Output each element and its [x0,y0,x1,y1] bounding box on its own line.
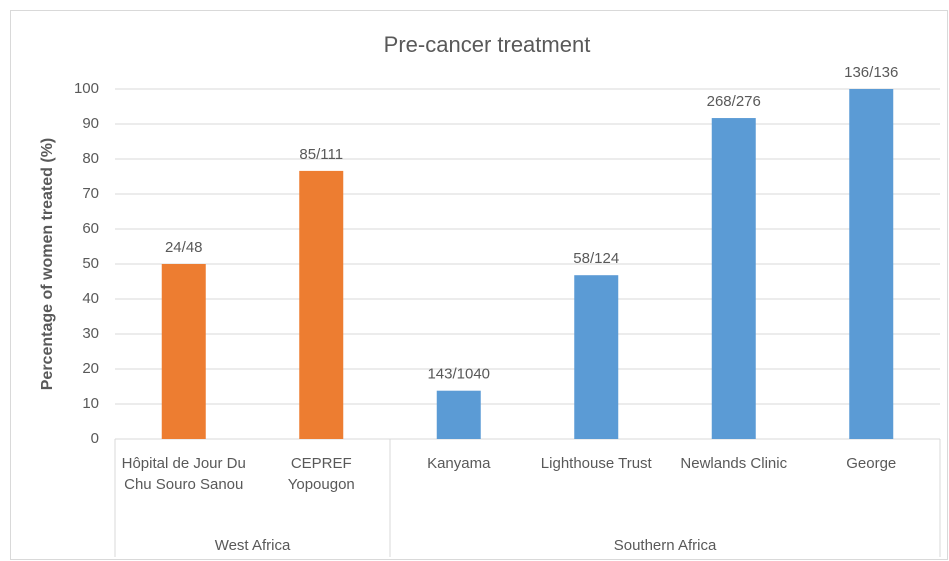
x-tick-label: CEPREF Yopougon [287,455,355,493]
y-tick-label: 20 [82,360,99,377]
y-tick-label: 50 [82,255,99,272]
x-tick-label: George [846,455,897,472]
bar [849,89,894,439]
y-tick-label: 40 [82,290,99,307]
chart-title: Pre-cancer treatment [384,32,591,57]
y-tick-label: 70 [82,185,99,202]
data-label: 24/48 [165,239,203,256]
group-label: Southern Africa [614,537,717,554]
y-tick-label: 80 [82,150,99,167]
x-tick-label: Newlands Clinic [680,455,788,472]
data-label: 143/1040 [427,366,490,383]
data-label: 268/276 [707,93,761,110]
y-tick-label: 90 [82,115,99,132]
bar [711,118,756,440]
y-tick-label: 10 [82,395,99,412]
x-tick-label: Lighthouse Trust [540,455,652,472]
y-tick-label: 30 [82,325,99,342]
y-tick-label: 0 [91,430,99,447]
x-tick-label: Hôpital de Jour Du Chu Souro Sanou [121,455,246,493]
data-label: 58/124 [573,250,619,267]
data-label: 85/111 [299,146,343,163]
x-tick-label: Kanyama [427,455,491,472]
y-axis-label: Percentage of women treated (%) [39,138,56,391]
bar [161,264,206,439]
bar [574,275,619,439]
bar [299,170,344,439]
y-tick-label: 60 [82,220,99,237]
y-tick-label: 100 [74,80,99,97]
group-label: West Africa [215,537,291,554]
data-label: 136/136 [844,64,898,81]
bar [436,390,481,439]
